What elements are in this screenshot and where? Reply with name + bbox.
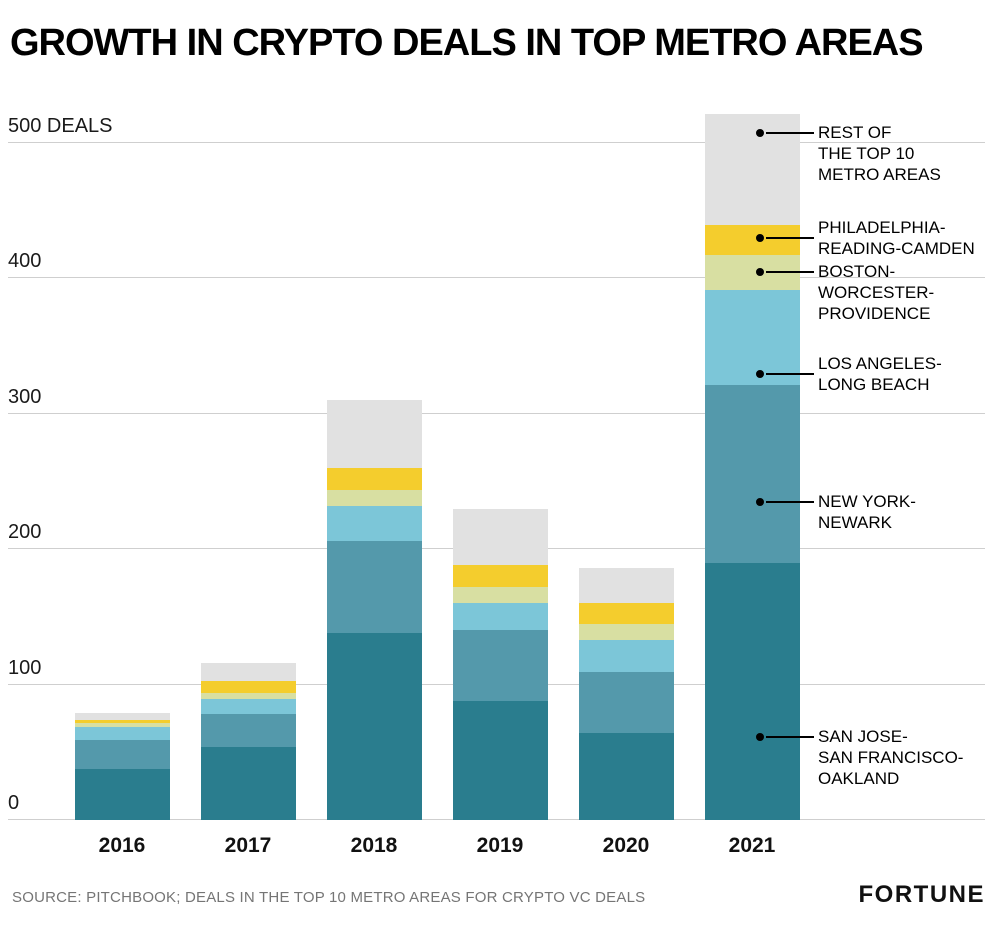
bar-segment-2020-philadelphia-reading-camden: [578, 603, 674, 624]
bar-segment-2021-philadelphia-reading-camden: [704, 225, 800, 256]
annotation-leader-line: [766, 736, 814, 739]
annotation-label-line: NEWARK: [818, 512, 892, 532]
y-axis-label-300: 300: [8, 385, 42, 408]
annotation-leader-line: [766, 373, 814, 376]
annotation-leader-line: [766, 500, 814, 503]
annotation-label-philadelphia-reading-camden: PHILADELPHIA- READING-CAMDEN: [818, 217, 975, 259]
plot-area: 0 100 200 300 400 500 DEALS 2016 2017 2018 2019 20…: [8, 109, 985, 857]
bar-segment-2019-los-angeles-long-beach: [452, 603, 548, 631]
bar-segment-2016-new-york-newark: [74, 740, 170, 769]
bar-segment-2020-new-york-newark: [578, 672, 674, 734]
bar-segment-2018-new-york-newark: [326, 541, 422, 634]
bar-segment-2017-los-angeles-long-beach: [200, 699, 296, 715]
annotation-label-line: PROVIDENCE: [818, 303, 931, 323]
bar-segment-2021-los-angeles-long-beach: [704, 290, 800, 386]
bar-segment-2020-san-jose-san-francisco-oakland: [578, 733, 674, 820]
bar-segment-2021-new-york-newark: [704, 385, 800, 563]
annotation-label-line: READING-CAMDEN: [818, 238, 975, 258]
bar-segment-2019-philadelphia-reading-camden: [452, 565, 548, 588]
bar-segment-2020-los-angeles-long-beach: [578, 639, 674, 673]
x-axis-label-2018: 2018: [350, 834, 398, 857]
chart-title: GROWTH IN CRYPTO DEALS IN TOP METRO AREA…: [10, 22, 924, 64]
bar-segment-2017-boston-worcester-providence: [200, 692, 296, 700]
annotation-label-los-angeles-long-beach: LOS ANGELES- LONG BEACH: [818, 353, 942, 395]
fortune-logo: FORTUNE: [858, 881, 985, 908]
annotation-leader-line: [766, 270, 814, 273]
annotation-label-line: WORCESTER-: [818, 282, 935, 302]
gridline-400: [8, 277, 985, 279]
y-axis-label-0: 0: [8, 792, 20, 814]
annotation-label-line: OAKLAND: [818, 769, 900, 789]
bar-segment-2016-san-jose-san-francisco-oakland: [74, 768, 170, 820]
bar-segment-2018-rest-of-the-top-10-metro-areas: [326, 400, 422, 468]
annotation-label-boston-worcester-providence: BOSTON- WORCESTER- PROVIDENCE: [818, 261, 934, 324]
annotation-label-new-york-newark: NEW YORK- NEWARK: [818, 491, 916, 533]
bar-segment-2016-philadelphia-reading-camden: [74, 719, 170, 723]
gridline-300: [8, 412, 985, 414]
x-axis-label-2020: 2020: [602, 834, 650, 857]
annotation-label-san-jose-san-francisco-oakland: SAN JOSE- SAN FRANCISCO- OAKLAND: [818, 726, 963, 789]
bar-segment-2019-rest-of-the-top-10-metro-areas: [452, 508, 548, 566]
bar-segment-2021-san-jose-san-francisco-oakland: [704, 562, 800, 820]
bar-segment-2017-rest-of-the-top-10-metro-areas: [200, 662, 296, 681]
bar-segment-2020-rest-of-the-top-10-metro-areas: [578, 568, 674, 604]
annotation-label-line: NEW YORK-: [818, 491, 916, 511]
bar-segment-2018-los-angeles-long-beach: [326, 505, 422, 542]
bar-segment-2021-boston-worcester-providence: [704, 255, 800, 291]
annotation-dot-new-york-newark: [756, 497, 764, 506]
x-axis-label-2017: 2017: [224, 834, 272, 857]
gridline-500: [8, 141, 985, 143]
bar-segment-2020-boston-worcester-providence: [578, 623, 674, 640]
x-axis-label-2016: 2016: [98, 834, 146, 857]
annotation-label-line: LOS ANGELES-: [818, 354, 942, 374]
source-note: SOURCE: PITCHBOOK; DEALS IN THE TOP 10 M…: [12, 889, 646, 906]
bar-segment-2016-boston-worcester-providence: [74, 722, 170, 727]
bar-segment-2017-new-york-newark: [200, 714, 296, 747]
y-axis-label-200: 200: [8, 521, 42, 544]
annotation-leader-line: [766, 236, 814, 239]
annotation-label-line: SAN FRANCISCO-: [818, 748, 964, 768]
bar-segment-2018-boston-worcester-providence: [326, 489, 422, 506]
annotation-leader-line: [766, 132, 814, 135]
bar-segment-2016-rest-of-the-top-10-metro-areas: [74, 713, 170, 720]
x-axis-label-2019: 2019: [476, 834, 524, 857]
bar-segment-2019-san-jose-san-francisco-oakland: [452, 700, 548, 820]
annotation-label-line: BOSTON-: [818, 261, 896, 281]
bar-segment-2018-san-jose-san-francisco-oakland: [326, 633, 422, 820]
bar-segment-2017-philadelphia-reading-camden: [200, 680, 296, 693]
annotation-dot-los-angeles-long-beach: [756, 370, 764, 379]
annotation-dot-boston-worcester-providence: [756, 267, 764, 276]
bar-segment-2017-san-jose-san-francisco-oakland: [200, 746, 296, 820]
annotation-label-line: SAN JOSE-: [818, 727, 908, 747]
bar-segment-2021-rest-of-the-top-10-metro-areas: [704, 114, 800, 226]
annotation-label-line: PHILADELPHIA-: [818, 217, 946, 237]
y-axis-label-400: 400: [8, 250, 42, 273]
annotation-dot-san-jose-san-francisco-oakland: [756, 733, 764, 742]
y-axis-label-100: 100: [8, 656, 42, 679]
annotation-dot-rest-of-the-top-10-metro-areas: [756, 129, 764, 138]
bar-segment-2018-philadelphia-reading-camden: [326, 467, 422, 490]
bar-segment-2016-los-angeles-long-beach: [74, 726, 170, 741]
annotation-label-line: REST OF: [818, 123, 892, 143]
annotation-label-rest-of-the-top-10-metro-areas: REST OF THE TOP 10 METRO AREAS: [818, 122, 941, 185]
bar-segment-2019-boston-worcester-providence: [452, 587, 548, 604]
y-axis-label-500: 500 DEALS: [8, 114, 113, 137]
annotation-dot-philadelphia-reading-camden: [756, 233, 764, 242]
bar-segment-2019-new-york-newark: [452, 630, 548, 701]
x-axis-label-2021: 2021: [728, 834, 776, 857]
annotation-label-line: LONG BEACH: [818, 375, 930, 395]
annotation-label-line: METRO AREAS: [818, 165, 941, 185]
annotation-label-line: THE TOP 10: [818, 144, 915, 164]
